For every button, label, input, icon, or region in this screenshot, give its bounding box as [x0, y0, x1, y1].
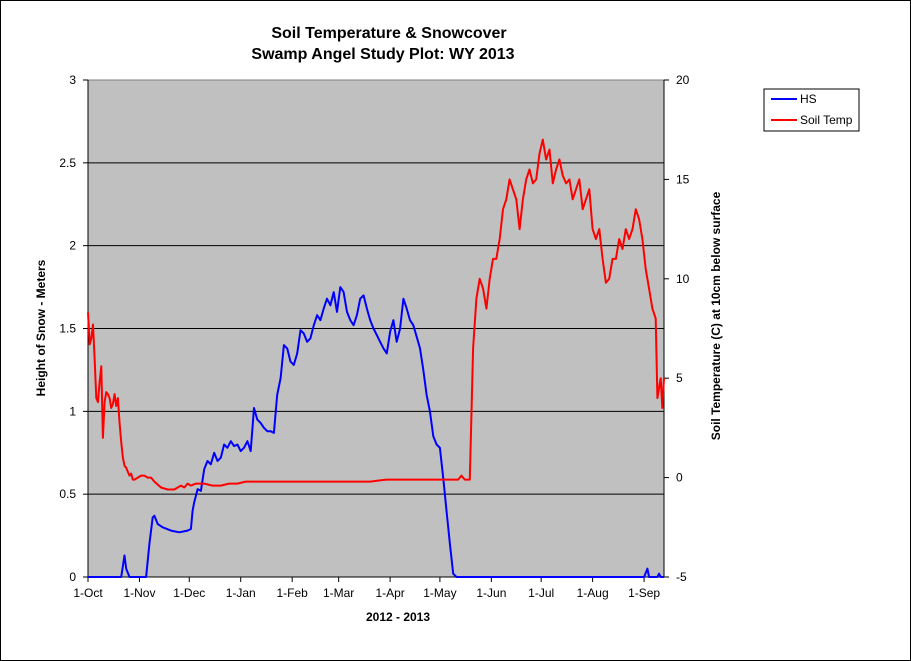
y-right-tick-label: 0 [676, 471, 683, 485]
gridlines [88, 162, 664, 495]
x-tick-label: 1-Sep [628, 586, 660, 600]
x-tick-label: 1-Jan [226, 586, 256, 600]
legend: HS Soil Temp [763, 88, 860, 132]
y-right-tick-label: 5 [676, 371, 683, 385]
legend-hs-label: HS [800, 92, 817, 106]
y-left-tick-label: 1 [69, 404, 76, 418]
series-group [87, 138, 665, 578]
y-left-tick-label: 0.5 [59, 487, 76, 501]
x-axis-title: 2012 - 2013 [366, 610, 430, 624]
chart-title-group: Soil Temperature & Snowcover Swamp Angel… [251, 25, 514, 63]
right-axis-ticks: -5 0 5 10 15 20 [664, 73, 690, 584]
y-right-tick-label: 10 [676, 272, 690, 286]
y-right-tick-label: 15 [676, 172, 690, 186]
x-tick-label: 1-Feb [276, 586, 308, 600]
y-left-tick-label: 2 [69, 239, 76, 253]
y-right-tick-label: -5 [676, 570, 687, 584]
y-left-tick-label: 1.5 [59, 322, 76, 336]
x-tick-label: 1-Jun [476, 586, 506, 600]
chart-title-line-2: Swamp Angel Study Plot: WY 2013 [251, 46, 514, 63]
chart-title-line-1: Soil Temperature & Snowcover [271, 25, 506, 42]
x-tick-label: 1-Dec [173, 586, 205, 600]
x-tick-label: 1-Jul [528, 586, 554, 600]
legend-soil-temp-label: Soil Temp [800, 113, 853, 127]
y-left-tick-label: 0 [69, 570, 76, 584]
series-line-hs [88, 286, 664, 578]
y-right-tick-label: 20 [676, 73, 690, 87]
legend-box [763, 88, 860, 132]
y-right-axis-title: Soil Temperature (C) at 10cm below surfa… [709, 191, 723, 440]
x-tick-label: 1-Apr [375, 586, 404, 600]
y-left-axis-title: Height of Snow - Meters [34, 259, 48, 396]
y-left-tick-label: 2.5 [59, 156, 76, 170]
series-line-soil-temp [87, 138, 665, 491]
x-tick-label: 1-Aug [577, 586, 609, 600]
x-tick-label: 1-May [423, 586, 456, 600]
x-tick-label: 1-Mar [323, 586, 354, 600]
x-tick-label: 1-Oct [73, 586, 103, 600]
x-tick-label: 1-Nov [123, 586, 155, 600]
x-axis-ticks: 1-Oct 1-Nov 1-Dec 1-Jan 1-Feb 1-Mar 1-Apr 1-May… [73, 577, 660, 600]
left-axis-ticks: 0 0.5 1 1.5 2 2.5 3 [59, 73, 88, 584]
y-left-tick-label: 3 [69, 73, 76, 87]
